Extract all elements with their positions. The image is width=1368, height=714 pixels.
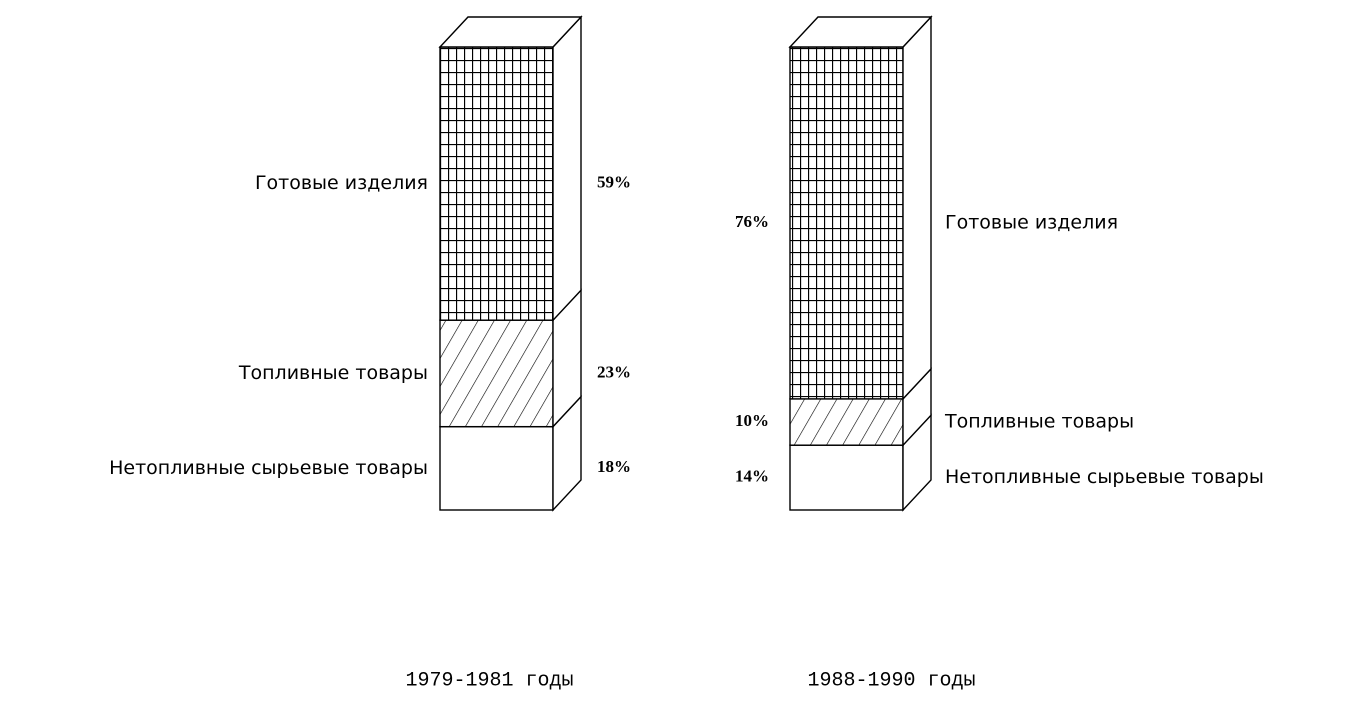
category-label: 1979-1981 годы — [405, 669, 573, 692]
series-label: Готовые изделия — [945, 211, 1118, 233]
segment-side — [902, 15, 932, 401]
value-label: 14% — [735, 466, 769, 485]
value-label: 10% — [735, 411, 769, 430]
segment — [789, 46, 904, 400]
value-label: 18% — [597, 457, 631, 476]
column-top — [788, 16, 933, 48]
value-label: 59% — [597, 172, 631, 191]
segment — [789, 398, 904, 446]
series-label: Нетопливные сырьевые товары — [109, 457, 428, 479]
series-label: Нетопливные сырьевые товары — [945, 466, 1264, 488]
segment — [439, 46, 554, 321]
segment — [439, 425, 554, 511]
value-label: 23% — [597, 362, 631, 381]
value-label: 76% — [735, 212, 769, 231]
segment — [789, 444, 904, 511]
series-label: Топливные товары — [238, 362, 428, 384]
column-top — [438, 16, 583, 48]
series-label: Готовые изделия — [255, 172, 428, 194]
segment-side — [552, 15, 582, 322]
series-label: Топливные товары — [944, 411, 1134, 433]
segment — [439, 319, 554, 428]
category-label: 1988-1990 годы — [807, 669, 975, 692]
